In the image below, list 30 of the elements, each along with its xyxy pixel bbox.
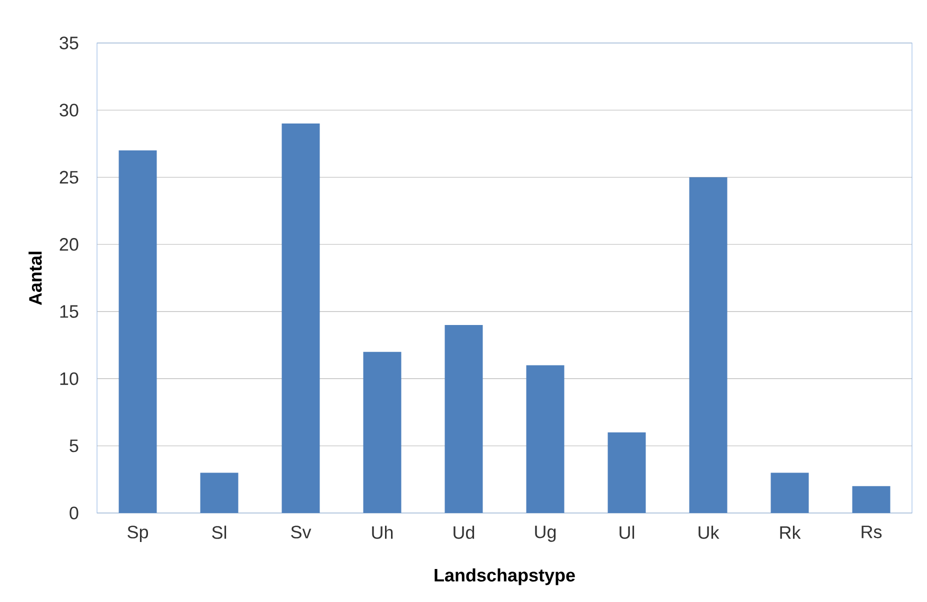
y-tick-label: 20	[60, 238, 78, 251]
y-tick-label: 30	[60, 104, 78, 116]
bar	[363, 352, 402, 513]
x-tick-label: Uh	[372, 526, 393, 539]
x-tick-label: Sv	[291, 526, 312, 538]
x-tick-label: Ug	[535, 526, 556, 542]
x-tick-label: Ud	[454, 526, 474, 539]
bar	[444, 324, 483, 513]
bar	[770, 472, 809, 513]
bar	[118, 150, 157, 513]
bar	[608, 432, 646, 513]
x-tick-label: Rk	[780, 526, 801, 539]
bar	[200, 472, 238, 513]
x-tick-label: Ul	[620, 526, 634, 539]
x-tick-label: Uk	[698, 526, 720, 539]
bar	[689, 177, 728, 513]
y-axis-title: Aantal	[28, 252, 42, 306]
bar	[282, 124, 320, 513]
x-tick-label: Sp	[128, 526, 148, 542]
y-tick-label: 0	[70, 506, 78, 520]
y-tick-label: 5	[70, 440, 78, 452]
x-tick-label: Rs	[862, 526, 882, 538]
y-tick-label: 25	[60, 170, 78, 184]
y-tick-label: 35	[60, 36, 78, 50]
bar	[852, 486, 890, 513]
x-axis-title: Landschapstype	[434, 568, 575, 586]
y-tick-label: 10	[60, 372, 78, 386]
bar	[526, 365, 564, 513]
y-tick-label: 15	[60, 305, 78, 318]
x-tick-label: Sl	[212, 526, 226, 539]
